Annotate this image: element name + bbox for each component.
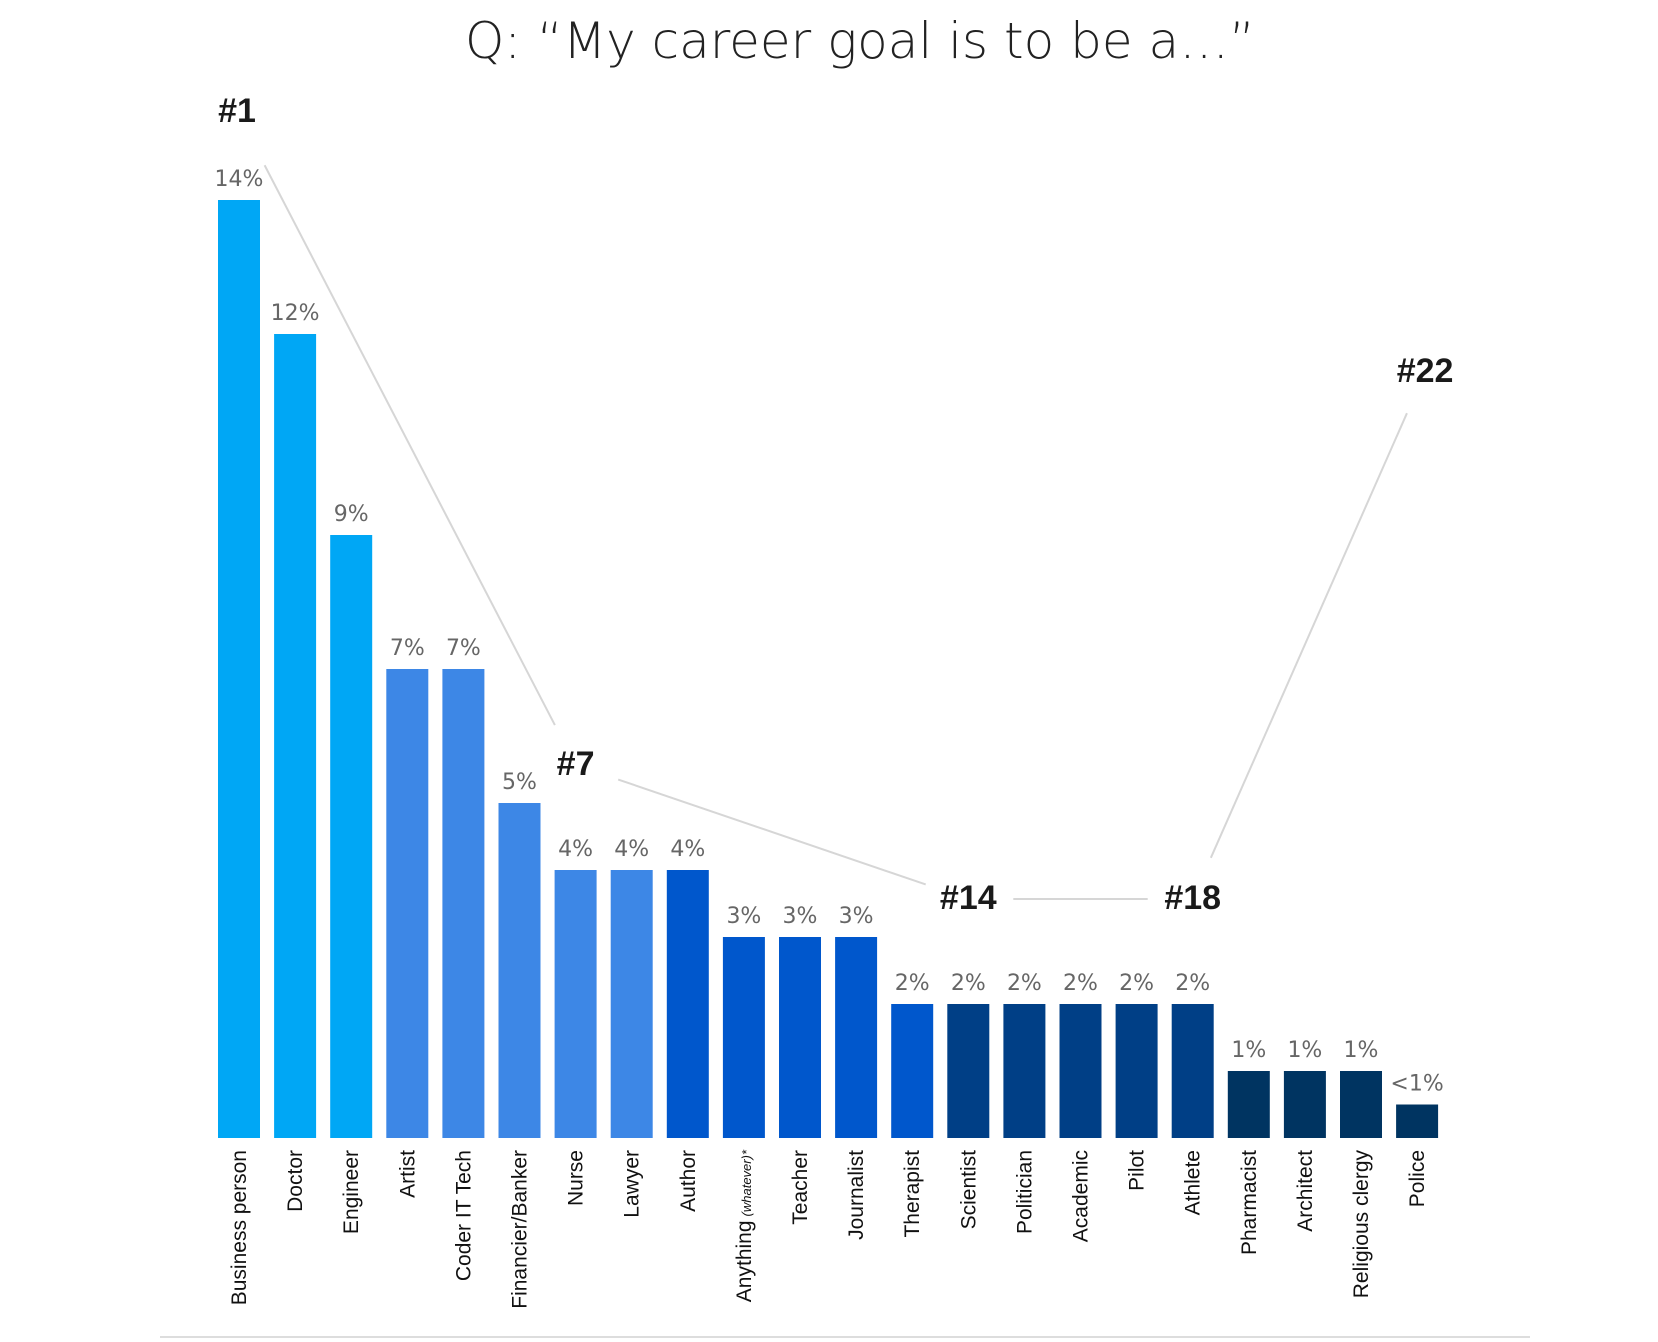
bar-teacher xyxy=(779,937,821,1138)
bars xyxy=(218,200,1439,1138)
category-label-journalist: Journalist xyxy=(845,1150,868,1240)
category-label-teacher: Teacher xyxy=(789,1150,812,1225)
category-label-politician: Politician xyxy=(1013,1150,1036,1234)
category-label-architect: Architect xyxy=(1294,1150,1317,1232)
bar-scientist xyxy=(947,1004,990,1138)
value-label-police: <1% xyxy=(1390,1072,1443,1097)
value-label-doctor: 12% xyxy=(271,301,320,326)
category-label-academic: Academic xyxy=(1070,1150,1093,1242)
bar-architect xyxy=(1283,1071,1326,1138)
rank-connector-1 xyxy=(617,778,927,886)
bar-coder-it-tech xyxy=(442,669,485,1138)
value-label-coder-it-tech: 7% xyxy=(446,636,481,661)
value-label-lawyer: 4% xyxy=(614,837,649,862)
bar-police xyxy=(1396,1104,1439,1138)
value-label-engineer: 9% xyxy=(334,502,369,527)
rank-connector-0 xyxy=(263,164,556,726)
value-label-athlete: 2% xyxy=(1175,971,1210,996)
category-label-therapist: Therapist xyxy=(901,1150,924,1238)
category-label-business-person: Business person xyxy=(228,1150,251,1305)
value-label-artist: 7% xyxy=(390,636,425,661)
value-label-author: 4% xyxy=(670,837,705,862)
value-label-journalist: 3% xyxy=(839,904,874,929)
category-label-financier-banker: Financier/Banker xyxy=(509,1150,532,1309)
value-label-nurse: 4% xyxy=(558,837,593,862)
value-label-financier-banker: 5% xyxy=(502,770,537,795)
rank-label-n7: #7 xyxy=(557,745,595,783)
value-label-pharmacist: 1% xyxy=(1231,1038,1266,1063)
bar-pharmacist xyxy=(1227,1071,1270,1138)
category-label-engineer: Engineer xyxy=(340,1150,363,1234)
category-labels: Business person Doctor Engineer Artist Coder… xyxy=(228,1149,1429,1309)
value-label-academic: 2% xyxy=(1063,971,1098,996)
category-label-anything: Anything(whatever)* xyxy=(733,1149,756,1302)
category-label-pilot: Pilot xyxy=(1126,1150,1149,1191)
rank-annotations: #1 #7 #14 #18 #22 xyxy=(218,92,1453,917)
value-label-therapist: 2% xyxy=(895,971,930,996)
bar-engineer xyxy=(330,535,373,1138)
value-label-politician: 2% xyxy=(1007,971,1042,996)
value-label-architect: 1% xyxy=(1287,1038,1322,1063)
bar-financier-banker xyxy=(498,803,541,1138)
value-labels: 14% 12% 9% 7% 7% 5% 4% 4% 4% 3% 3% 3% 2% 2% 2% 2% 2% 2% 1%… xyxy=(215,167,1444,1097)
bar-artist xyxy=(386,669,429,1138)
category-label-religious-clergy: Religious clergy xyxy=(1350,1150,1373,1299)
bar-anything xyxy=(722,937,765,1138)
category-label-police: Police xyxy=(1406,1150,1429,1207)
bar-religious-clergy xyxy=(1340,1071,1382,1138)
category-label-pharmacist: Pharmacist xyxy=(1238,1150,1261,1255)
bar-lawyer xyxy=(610,870,653,1138)
rank-label-n22: #22 xyxy=(1397,352,1454,390)
value-label-teacher: 3% xyxy=(783,904,818,929)
bar-journalist xyxy=(835,937,878,1138)
value-label-religious-clergy: 1% xyxy=(1344,1038,1379,1063)
bar-athlete xyxy=(1171,1004,1214,1138)
bar-author xyxy=(666,870,709,1138)
bar-academic xyxy=(1059,1004,1102,1138)
bar-politician xyxy=(1003,1004,1046,1138)
category-label-lawyer: Lawyer xyxy=(621,1150,644,1218)
category-label-artist: Artist xyxy=(396,1150,419,1198)
value-label-business-person: 14% xyxy=(215,167,264,192)
rank-label-n18: #18 xyxy=(1164,879,1221,917)
rank-label-n1: #1 xyxy=(218,92,256,130)
bar-therapist xyxy=(891,1004,934,1138)
rank-connector-3 xyxy=(1209,412,1408,859)
value-label-pilot: 2% xyxy=(1119,971,1154,996)
bar-business-person xyxy=(218,200,260,1138)
bar-doctor xyxy=(274,334,317,1138)
category-label-coder-it-tech: Coder IT Tech xyxy=(452,1150,475,1281)
chart-title: Q: “My career goal is to be a…” xyxy=(465,12,1255,70)
category-label-author: Author xyxy=(677,1150,700,1212)
category-label-athlete: Athlete xyxy=(1182,1150,1205,1215)
category-label-scientist: Scientist xyxy=(957,1150,980,1230)
category-label-nurse: Nurse xyxy=(565,1150,588,1206)
bar-pilot xyxy=(1115,1004,1158,1138)
value-label-anything: 3% xyxy=(726,904,761,929)
category-label-doctor: Doctor xyxy=(284,1150,307,1212)
value-label-scientist: 2% xyxy=(951,971,986,996)
rank-connector-lines xyxy=(263,164,1408,900)
rank-label-n14: #14 xyxy=(940,879,997,917)
bar-nurse xyxy=(554,870,597,1138)
